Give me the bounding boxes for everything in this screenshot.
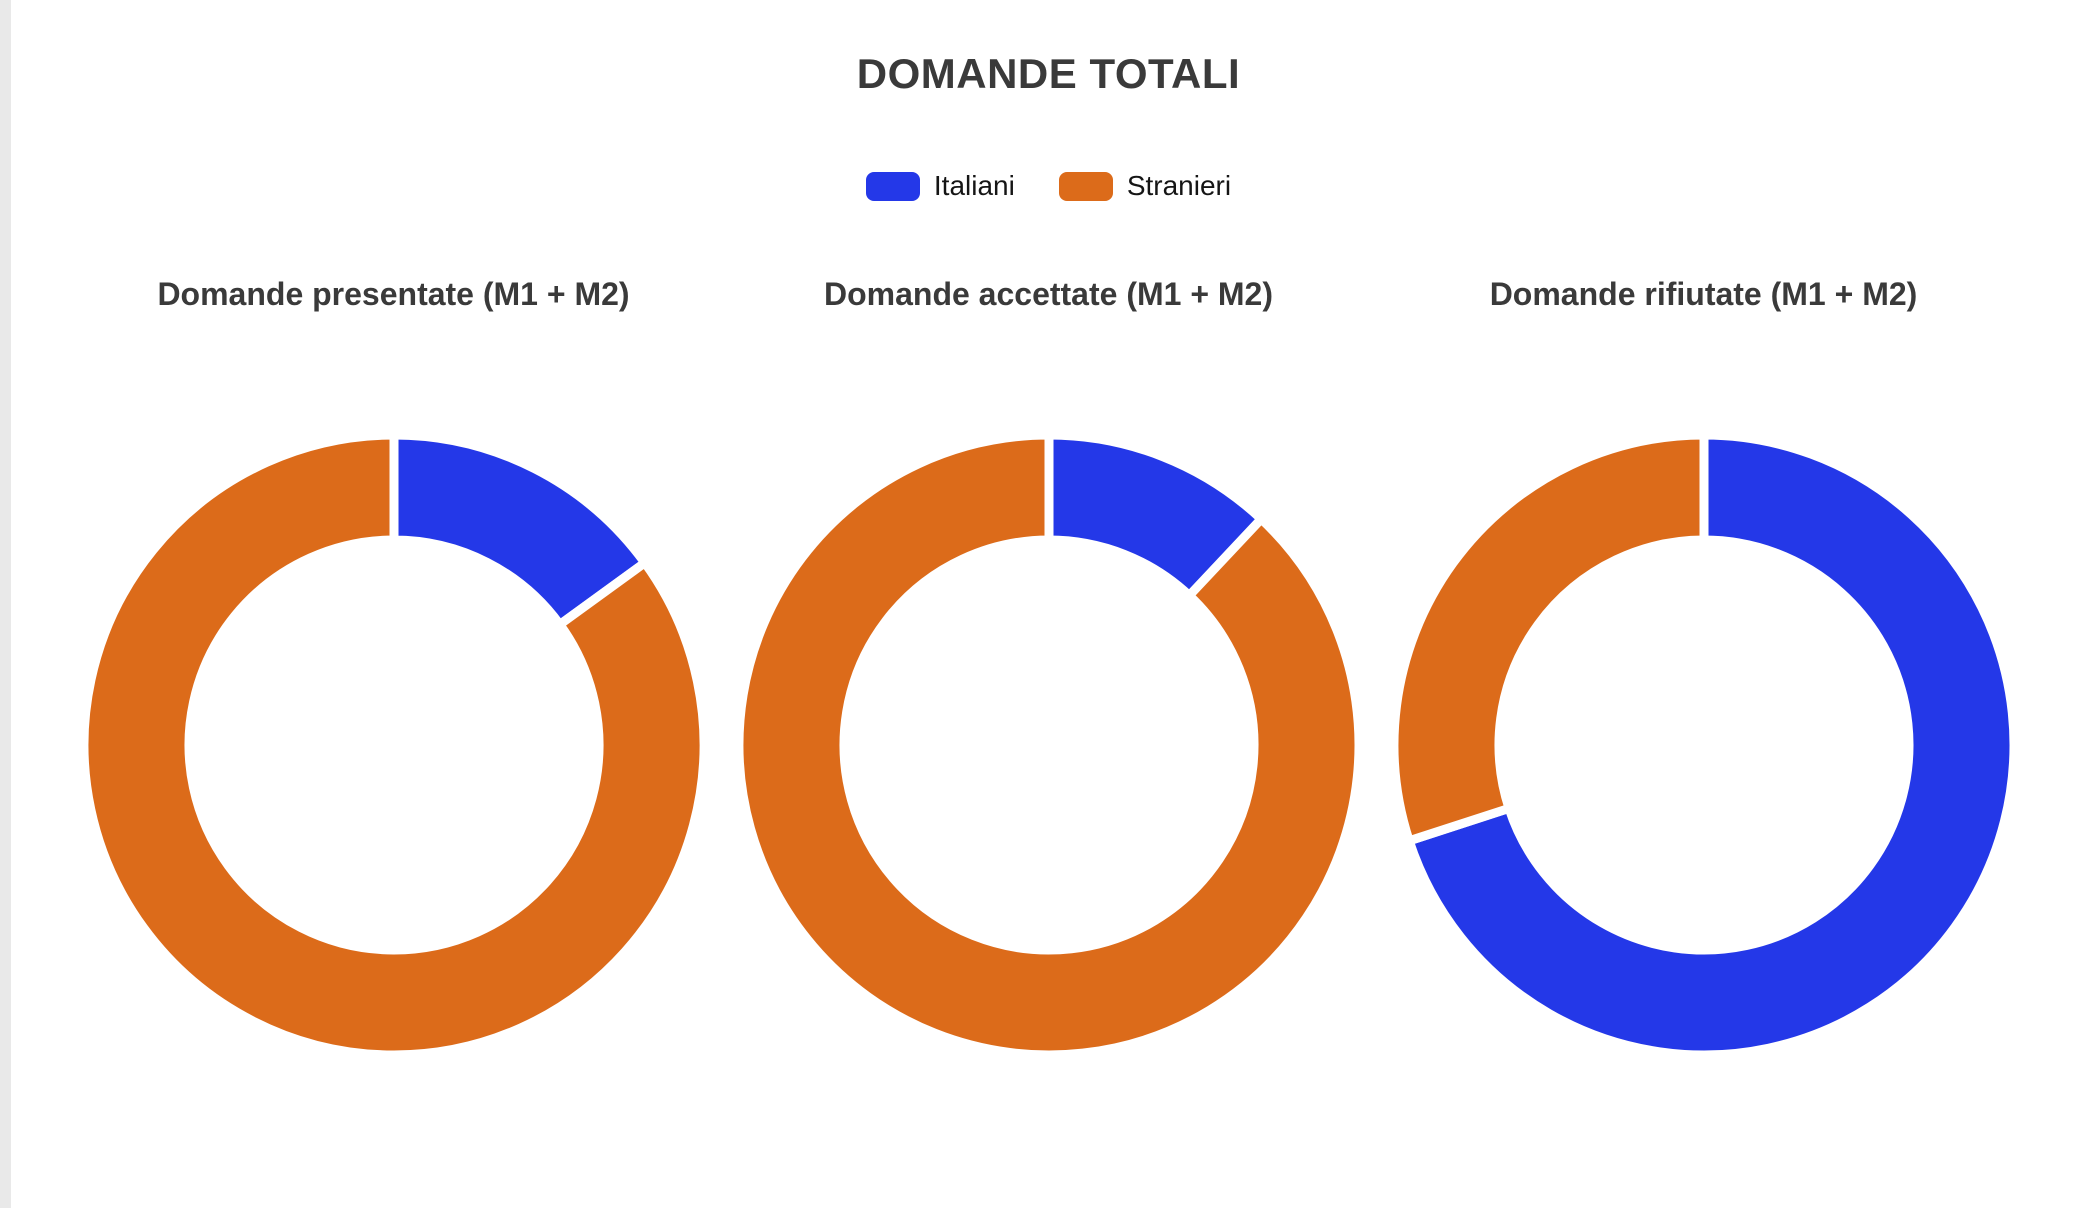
page-title: DOMANDE TOTALI (856, 50, 1241, 97)
legend-swatch-italiani (865, 171, 920, 201)
chart-column-accettate: Domande accettate (M1 + M2) (721, 276, 1376, 1065)
dashboard-page: DOMANDE TOTALI Italiani Stranieri Domand… (11, 0, 2086, 1208)
left-gutter (0, 0, 11, 1208)
legend-label-italiani: Italiani (933, 170, 1015, 201)
chart-title-rifiutate: Domande rifiutate (M1 + M2) (1489, 276, 1918, 312)
legend-item-italiani[interactable]: Italiani (865, 170, 1015, 202)
donut-wrap-accettate (729, 425, 1369, 1065)
donut-chart-presentate[interactable] (74, 425, 714, 1065)
chart-column-rifiutate: Domande rifiutate (M1 + M2) (1376, 276, 2031, 1065)
donut-chart-accettate[interactable] (729, 425, 1369, 1065)
chart-title-presentate: Domande presentate (M1 + M2) (157, 276, 630, 312)
donut-segment-italiani[interactable] (1404, 430, 2018, 1060)
donut-wrap-rifiutate (1384, 425, 2024, 1065)
donut-segment-stranieri[interactable] (734, 430, 1363, 1060)
chart-legend: Italiani Stranieri (11, 170, 2086, 202)
legend-label-stranieri: Stranieri (1126, 170, 1232, 201)
charts-row: Domande presentate (M1 + M2) Domande acc… (11, 276, 2086, 1065)
legend-item-stranieri[interactable]: Stranieri (1058, 170, 1232, 202)
chart-title-accettate: Domande accettate (M1 + M2) (823, 276, 1273, 312)
legend-swatch-stranieri (1058, 171, 1113, 201)
donut-segment-stranieri[interactable] (1389, 430, 1708, 846)
donut-chart-rifiutate[interactable] (1384, 425, 2024, 1065)
chart-column-presentate: Domande presentate (M1 + M2) (66, 276, 721, 1065)
donut-wrap-presentate (74, 425, 714, 1065)
donut-segment-stranieri[interactable] (79, 430, 708, 1060)
